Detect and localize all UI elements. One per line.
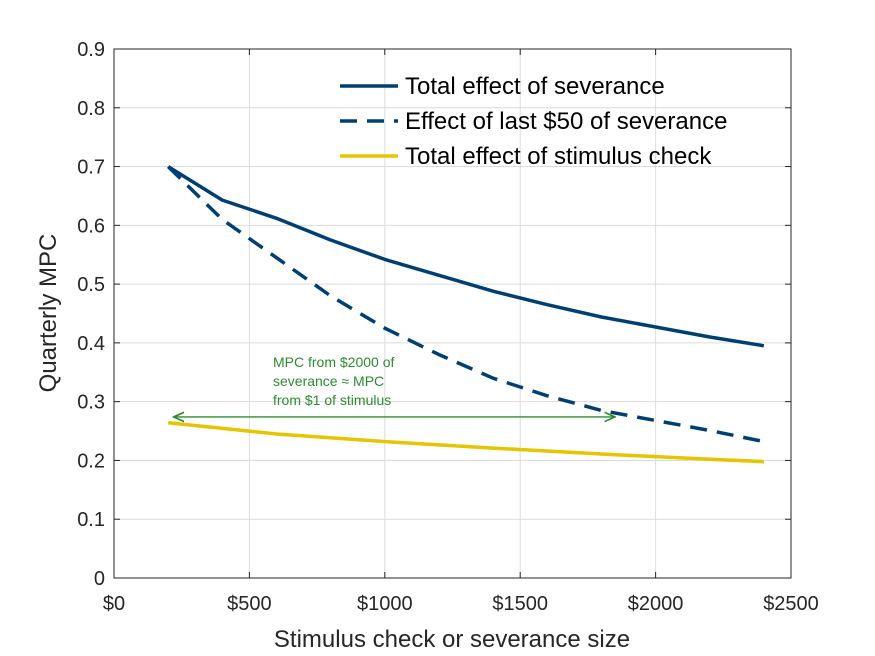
axis-ticks: $0 $500 $1000 $1500 $2000 $2500 0 0.1 0.2 0.3 0.4 0… (77, 39, 819, 615)
series-line-1 (167, 165, 765, 348)
x-tick-label: $1000 (357, 593, 413, 615)
series-lines (166, 165, 765, 464)
y-tick-label: 0.5 (77, 274, 105, 296)
y-tick-label: 0 (94, 568, 105, 590)
y-tick-label: 0.1 (77, 509, 105, 531)
annotation: MPC from $2000 of severance ≈ MPC from $1 … (174, 354, 615, 417)
legend: Total effect of severance Effect of last … (340, 73, 727, 170)
x-tick-label: $2000 (628, 593, 684, 615)
annotation-text-line: severance ≈ MPC (273, 373, 384, 389)
y-tick-label: 0.6 (77, 215, 105, 237)
legend-label-3: Total effect of stimulus check (405, 143, 712, 170)
y-tick-label: 0.9 (77, 39, 105, 61)
y-tick-label: 0.2 (77, 450, 105, 472)
y-tick-label: 0.8 (77, 98, 105, 120)
y-tick-label: 0.7 (77, 157, 105, 179)
x-tick-label: $0 (103, 593, 125, 615)
plot-frame (113, 48, 792, 579)
y-tick-label: 0.3 (77, 392, 105, 414)
series-line-3 (168, 421, 764, 464)
annotation-text-line: from $1 of stimulus (273, 392, 391, 408)
y-tick-label: 0.4 (77, 333, 105, 355)
legend-label-1: Total effect of severance (405, 73, 665, 100)
annotation-text-line: MPC from $2000 of (273, 354, 394, 370)
x-tick-label: $2500 (763, 593, 819, 615)
x-tick-label: $1500 (492, 593, 548, 615)
y-axis-label: Quarterly MPC (35, 234, 62, 393)
x-tick-label: $500 (227, 593, 272, 615)
series-line-2 (166, 165, 765, 444)
x-axis-label: Stimulus check or severance size (274, 626, 630, 653)
legend-label-2: Effect of last $50 of severance (405, 108, 727, 135)
